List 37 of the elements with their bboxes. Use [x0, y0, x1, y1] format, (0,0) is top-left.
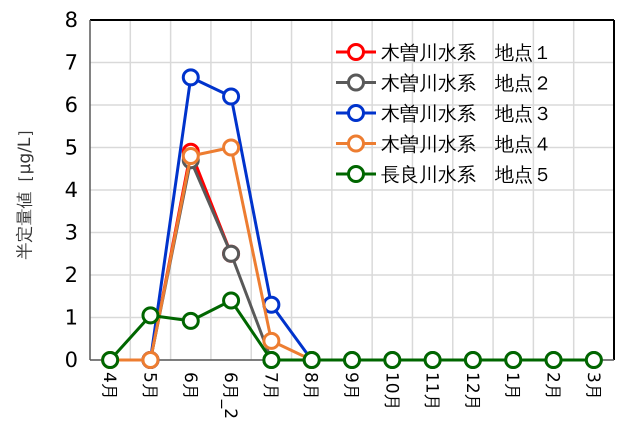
x-tick-label: 8月: [300, 372, 321, 400]
legend-label: 木曽川水系 地点１: [381, 42, 552, 64]
point: [182, 68, 200, 86]
point: [262, 332, 280, 350]
y-tick-label: 7: [64, 50, 78, 74]
x-tick-label: 11月: [422, 372, 442, 411]
legend-label: 長良川水系 地点５: [381, 164, 552, 186]
y-tick-label: 1: [64, 306, 78, 330]
point: [222, 88, 240, 106]
x-tick-label: 6月_2: [220, 372, 240, 420]
y-axis-title: 半定量値［μg/L］: [15, 120, 35, 260]
legend-label: 木曽川水系 地点３: [381, 103, 552, 125]
point: [182, 147, 200, 165]
point: [182, 312, 200, 330]
y-tick-label: 5: [64, 136, 78, 160]
x-tick-label: 3月: [582, 372, 603, 400]
x-tick-label: 12月: [462, 372, 482, 411]
point: [222, 138, 240, 156]
y-tick-label: 0: [64, 348, 78, 372]
point: [222, 292, 240, 310]
x-tick-label: 9月: [341, 372, 361, 400]
y-tick-label: 6: [64, 93, 78, 117]
y-tick-label: 4: [64, 178, 78, 202]
x-tick-label: 7月: [260, 372, 280, 400]
x-tick-label: 4月: [99, 372, 120, 400]
legend-label: 木曽川水系 地点２: [381, 72, 552, 94]
y-tick-label: 3: [64, 220, 78, 244]
x-tick-label: 10月: [381, 372, 402, 411]
x-tick-label: 1月: [502, 372, 522, 400]
y-tick-label: 2: [64, 263, 78, 287]
legend-label: 木曽川水系 地点４: [381, 134, 552, 156]
x-tick-label: 6月: [180, 372, 200, 400]
x-tick-label: 5月: [139, 372, 160, 400]
point: [141, 306, 160, 324]
y-tick-label: 8: [64, 8, 78, 32]
x-tick-label: 2月: [542, 372, 563, 400]
point: [262, 296, 280, 314]
